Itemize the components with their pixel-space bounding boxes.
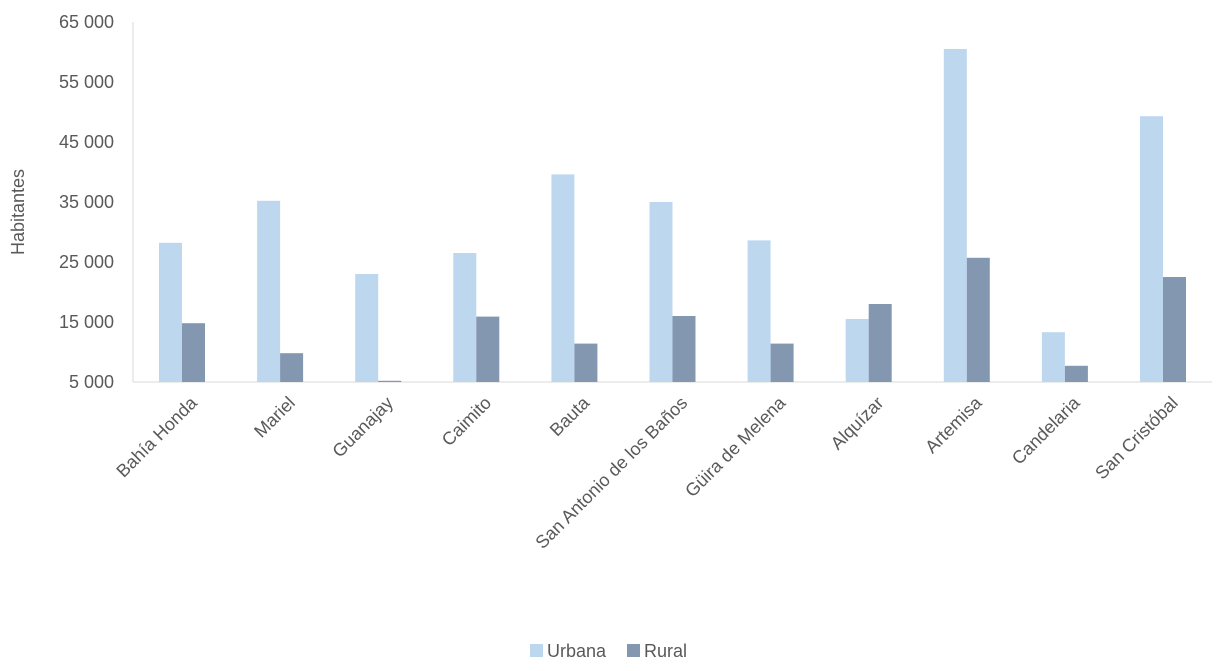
bar-urbana — [355, 274, 379, 382]
x-tick-label: Guanajay — [328, 393, 397, 462]
bar-urbana — [649, 202, 673, 382]
y-tick-label: 65 000 — [59, 12, 114, 32]
bar-urbana — [1140, 116, 1163, 382]
bar-rural — [966, 257, 990, 382]
x-tick-label: Caimito — [438, 393, 495, 450]
x-tick-label: Bahía Honda — [112, 392, 201, 481]
bars — [159, 49, 1186, 382]
x-tick-label: Mariel — [250, 393, 299, 442]
bar-urbana — [1041, 332, 1065, 382]
bar-rural — [476, 316, 500, 382]
bar-rural — [1064, 365, 1088, 382]
bar-urbana — [551, 174, 575, 382]
bar-rural — [378, 380, 402, 382]
x-axis: Bahía Honda Mariel Guanajay Caimito Bauta San… — [112, 381, 1212, 553]
x-tick-label: Candelaria — [1008, 392, 1084, 468]
y-tick-label: 5 000 — [69, 372, 114, 392]
y-tick-label: 25 000 — [59, 252, 114, 272]
bar-urbana — [845, 319, 869, 382]
bar-urbana — [257, 200, 281, 382]
legend-swatch-urbana — [530, 644, 543, 657]
bar-urbana — [159, 242, 182, 382]
bar-urbana — [943, 49, 967, 382]
x-tick-label: Alquízar — [827, 393, 888, 454]
x-tick-label: Artemisa — [921, 392, 986, 457]
bar-rural — [868, 304, 892, 382]
y-tick-label: 55 000 — [59, 72, 114, 92]
legend-label-urbana: Urbana — [547, 641, 607, 661]
x-tick-label: Güira de Melena — [681, 392, 790, 501]
legend-swatch-rural — [627, 644, 640, 657]
x-tick-label: Bauta — [546, 392, 594, 440]
bar-rural — [770, 343, 794, 382]
bar-rural — [672, 316, 696, 382]
bar-urbana — [453, 253, 477, 382]
x-tick-label: San Cristóbal — [1091, 393, 1182, 484]
bar-rural — [182, 323, 205, 382]
y-axis-title: Habitantes — [8, 169, 28, 255]
legend-label-rural: Rural — [644, 641, 687, 661]
legend: Urbana Rural — [530, 641, 687, 661]
bar-urbana — [747, 240, 771, 382]
y-tick-label: 35 000 — [59, 192, 114, 212]
y-tick-label: 15 000 — [59, 312, 114, 332]
bar-rural — [280, 353, 304, 382]
bar-rural — [574, 343, 598, 382]
y-axis: 5 000 15 000 25 000 35 000 45 000 55 000 65 00… — [59, 12, 134, 392]
y-tick-label: 45 000 — [59, 132, 114, 152]
bar-rural — [1163, 277, 1186, 382]
